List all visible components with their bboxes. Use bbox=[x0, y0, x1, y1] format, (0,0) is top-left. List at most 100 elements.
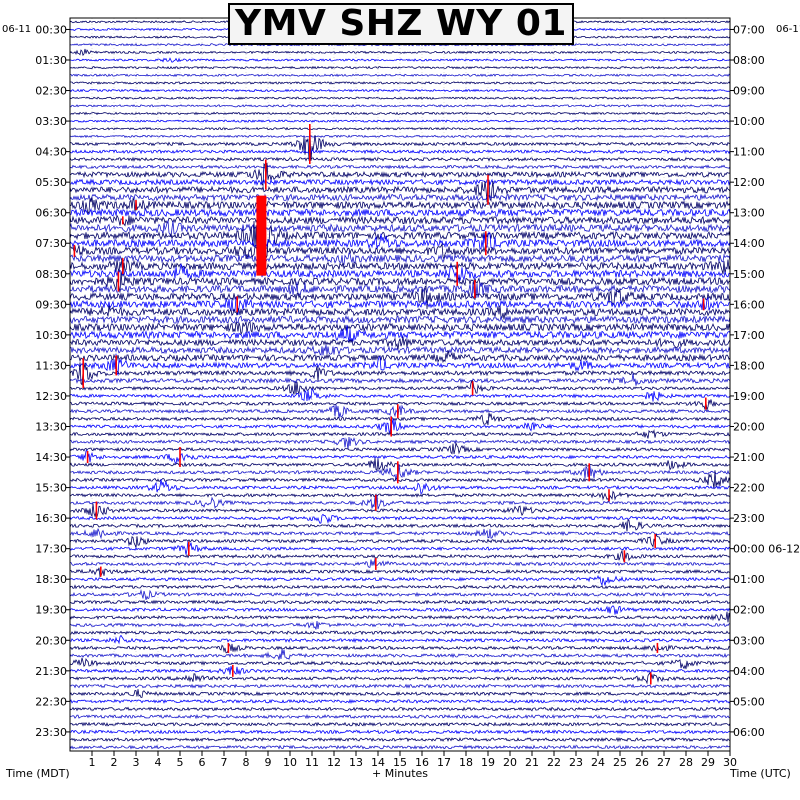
trace-row bbox=[69, 470, 731, 490]
station-title-box: YMV SHZ WY 01 bbox=[228, 3, 574, 45]
left-tick-label: 16:30 bbox=[35, 512, 67, 525]
trace-row bbox=[69, 683, 731, 689]
trace-row bbox=[69, 379, 731, 395]
left-tick-label: 21:30 bbox=[35, 665, 67, 678]
x-tick-label: 4 bbox=[155, 756, 162, 769]
trace-row bbox=[69, 429, 731, 439]
x-tick-label: 1 bbox=[89, 756, 96, 769]
x-tick-label: 20 bbox=[503, 756, 517, 769]
x-axis-ticks: 1 2 3 4 5 6 7 8 9 10 11 12 13 14 15 16 17 18 19 20 21 22 23 24 2… bbox=[89, 751, 737, 769]
right-tick-label: 02:00 bbox=[733, 604, 765, 617]
trace-row bbox=[69, 207, 731, 265]
right-tick-label: 17:00 bbox=[733, 329, 765, 342]
trace-row bbox=[69, 257, 731, 277]
left-tick-label: 10:30 bbox=[35, 329, 67, 342]
left-date-label: 06-11 bbox=[2, 24, 31, 35]
trace-row bbox=[69, 412, 731, 426]
trace-row bbox=[69, 284, 731, 310]
trace-row bbox=[69, 721, 731, 727]
x-tick-label: 24 bbox=[591, 756, 605, 769]
trace-row bbox=[69, 666, 731, 676]
x-tick-label: 2 bbox=[111, 756, 118, 769]
trace-row bbox=[69, 350, 731, 364]
trace-row bbox=[69, 219, 731, 238]
x-tick-label: 12 bbox=[327, 756, 341, 769]
left-tick-label: 19:30 bbox=[35, 604, 67, 617]
trace-row bbox=[69, 305, 731, 320]
right-tick-label: 03:00 bbox=[733, 634, 765, 647]
right-tick-label: 14:00 bbox=[733, 237, 765, 250]
trace-row bbox=[69, 415, 731, 434]
left-tick-label: 12:30 bbox=[35, 390, 67, 403]
trace-row bbox=[69, 643, 731, 654]
right-tick-label: 05:00 bbox=[733, 695, 765, 708]
right-tick-label: 16:00 bbox=[733, 298, 765, 311]
trace-row bbox=[69, 479, 731, 495]
right-tick-label: 15:00 bbox=[733, 268, 765, 281]
trace-row bbox=[69, 164, 731, 170]
x-tick-label: 29 bbox=[701, 756, 715, 769]
trace-row bbox=[69, 134, 731, 139]
left-axis-label: Time (MDT) bbox=[5, 767, 70, 780]
right-tick-label: 09:00 bbox=[733, 85, 765, 98]
trace-row bbox=[69, 81, 731, 85]
x-tick-label: 13 bbox=[349, 756, 363, 769]
x-tick-label: 18 bbox=[459, 756, 473, 769]
right-tick-label: 22:00 bbox=[733, 482, 765, 495]
right-tick-label: 07:00 bbox=[733, 23, 765, 36]
trace-row bbox=[69, 242, 731, 261]
x-tick-label: 28 bbox=[679, 756, 693, 769]
trace-row bbox=[69, 252, 731, 266]
right-axis-label: Time (UTC) bbox=[729, 767, 791, 780]
x-tick-label: 21 bbox=[525, 756, 539, 769]
trace-row bbox=[69, 533, 731, 548]
trace-row bbox=[69, 599, 731, 605]
right-date-label: 06-11 bbox=[776, 24, 800, 35]
trace-row bbox=[69, 528, 731, 540]
right-tick-label: 23:00 bbox=[733, 512, 765, 525]
trace-row bbox=[69, 103, 731, 108]
trace-row bbox=[69, 611, 731, 623]
left-tick-label: 02:30 bbox=[35, 85, 67, 98]
x-tick-label: 16 bbox=[415, 756, 429, 769]
trace-row bbox=[69, 463, 731, 482]
left-tick-label: 08:30 bbox=[35, 268, 67, 281]
trace-row bbox=[69, 388, 731, 402]
station-title: YMV SHZ WY 01 bbox=[235, 3, 567, 44]
trace-row bbox=[69, 48, 731, 57]
left-tick-label: 06:30 bbox=[35, 207, 67, 220]
x-tick-label: 3 bbox=[133, 756, 140, 769]
x-tick-label: 30 bbox=[723, 756, 737, 769]
x-tick-label: 9 bbox=[265, 756, 272, 769]
trace-row bbox=[69, 634, 731, 645]
trace-row bbox=[69, 494, 731, 510]
left-time-ticks: 00:30 01:30 02:30 03:30 04:30 05:30 06:30 07:30… bbox=[35, 23, 70, 739]
right-tick-label: 06:00 bbox=[733, 726, 765, 739]
left-tick-label: 07:30 bbox=[35, 237, 67, 250]
trace-row bbox=[69, 149, 731, 155]
trace-row bbox=[69, 178, 731, 187]
trace-row bbox=[69, 567, 731, 578]
trace-row bbox=[69, 706, 731, 712]
right-tick-label: 21:00 bbox=[733, 451, 765, 464]
trace-row bbox=[70, 558, 731, 568]
left-tick-label: 14:30 bbox=[35, 451, 67, 464]
x-tick-label: 22 bbox=[547, 756, 561, 769]
left-tick-label: 15:30 bbox=[35, 482, 67, 495]
trace-row bbox=[69, 57, 731, 63]
trace-row bbox=[69, 263, 731, 284]
right-tick-label: 20:00 bbox=[733, 420, 765, 433]
x-tick-label: 23 bbox=[569, 756, 583, 769]
trace-row bbox=[69, 584, 731, 590]
trace-row bbox=[69, 65, 731, 70]
trace-row bbox=[69, 362, 731, 386]
trace-lines bbox=[69, 19, 731, 750]
x-axis-label: + Minutes bbox=[372, 767, 428, 780]
trace-row bbox=[69, 689, 731, 698]
trace-row bbox=[69, 131, 730, 161]
right-tick-label: 18:00 bbox=[733, 359, 765, 372]
left-tick-label: 09:30 bbox=[35, 298, 67, 311]
right-time-ticks: 07:00 08:00 09:00 10:00 11:00 12:00 13:00 14:00… bbox=[730, 23, 800, 739]
trace-row bbox=[69, 324, 731, 343]
x-tick-label: 27 bbox=[657, 756, 671, 769]
